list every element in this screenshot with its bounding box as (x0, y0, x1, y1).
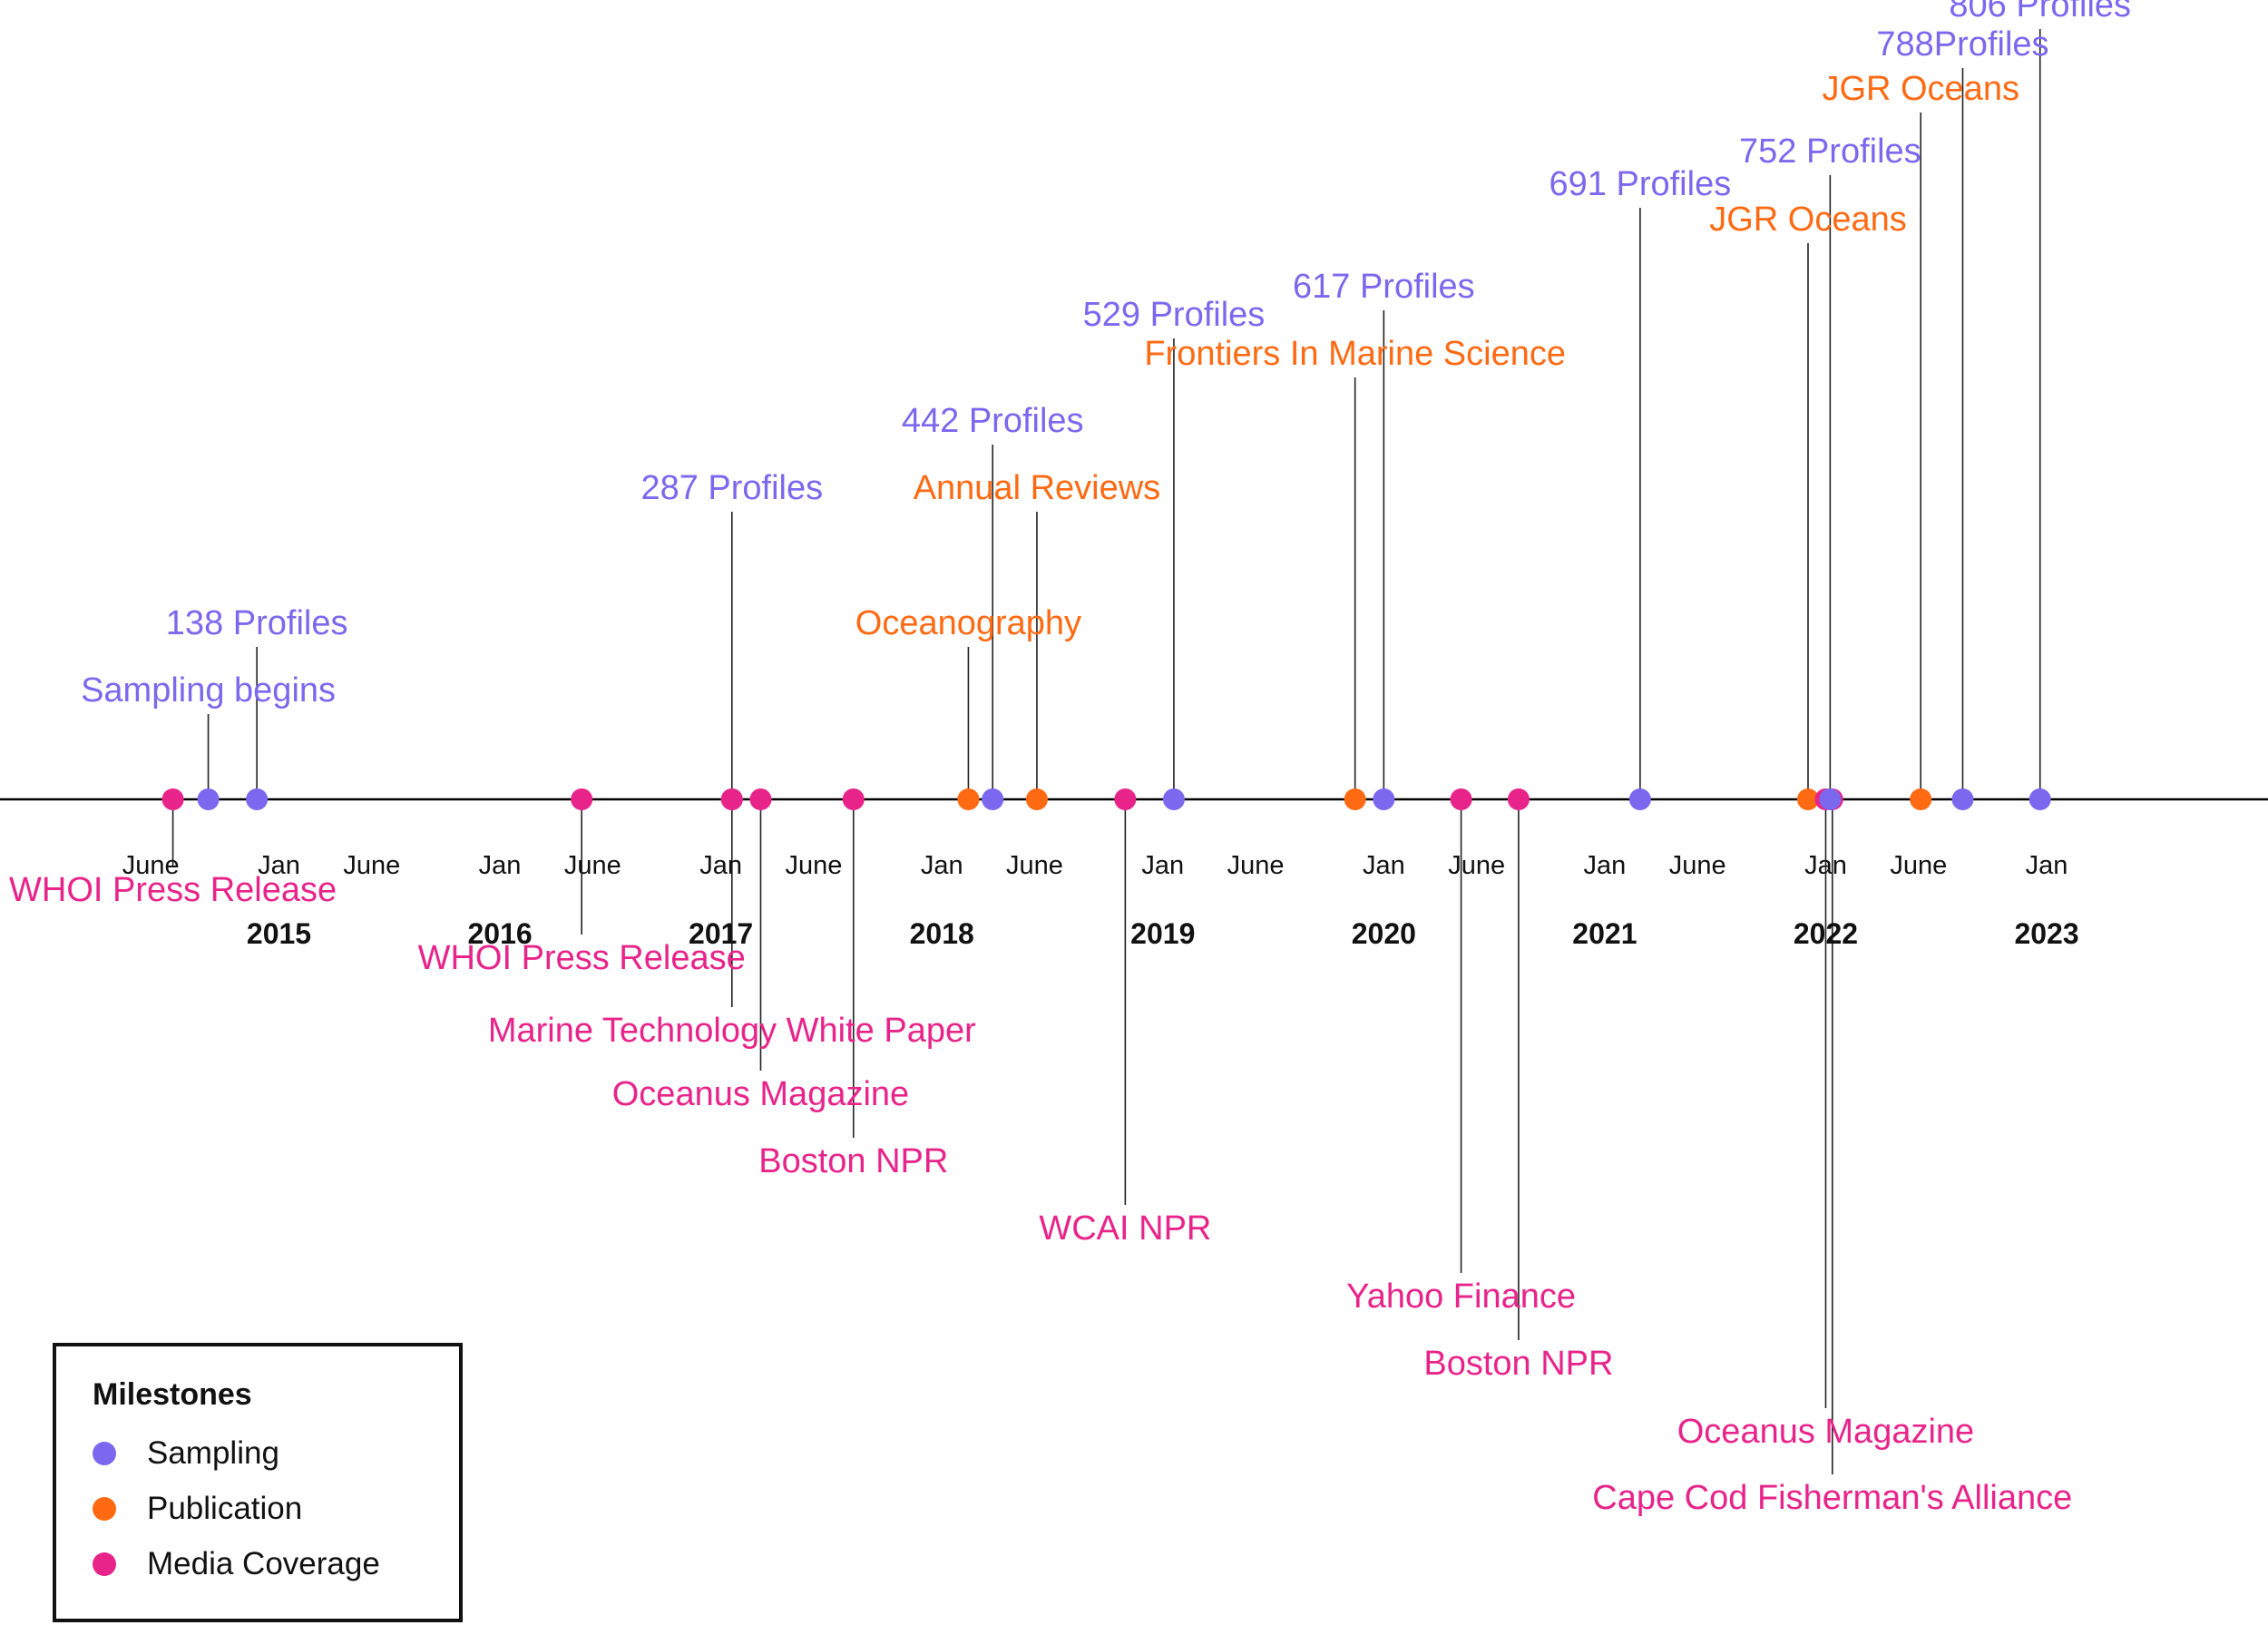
event-marker-publication (1025, 788, 1048, 810)
event-label: 752 Profiles (1739, 132, 1921, 171)
connector-lines (171, 29, 2041, 1474)
event-label: Boston NPR (1423, 1345, 1613, 1383)
axis-labels: June Jan June Jan June Jan June Jan June Jan June J… (122, 851, 2079, 950)
event-marker-media (749, 788, 772, 810)
axis-month-label: June (1669, 851, 1726, 880)
legend-item-media: Media Coverage (93, 1546, 380, 1582)
axis-year-label: 2021 (1572, 917, 1637, 950)
axis-month-label: June (1227, 851, 1285, 880)
event-label: JGR Oceans (1709, 201, 1907, 239)
axis-month-label: Jan (1363, 851, 1405, 880)
event-label: WCAI NPR (1039, 1209, 1211, 1248)
event-label: Sampling begins (81, 671, 336, 710)
axis-year-label: 2017 (689, 917, 753, 950)
event-marker-sampling (1628, 788, 1651, 810)
event-marker-publication (1910, 788, 1932, 810)
event-marker-media (720, 788, 743, 810)
axis-year-label: 2015 (247, 917, 311, 950)
event-marker-media (161, 788, 184, 810)
sampling-dot-icon (93, 1442, 116, 1465)
axis-month-label: June (1890, 851, 1947, 880)
axis-month-label: Jan (1141, 851, 1184, 880)
axis-month-label: June (343, 851, 400, 880)
axis-month-label: June (785, 851, 842, 880)
axis-year-label: 2020 (1352, 917, 1416, 950)
legend-item-sampling: Sampling (93, 1435, 279, 1472)
event-marker-sampling (1162, 788, 1185, 810)
event-marker-media (1114, 788, 1137, 810)
axis-month-label: Jan (921, 851, 963, 880)
event-label: Oceanus Magazine (612, 1075, 909, 1113)
axis-month-label: Jan (699, 851, 742, 880)
event-label: Annual Reviews (914, 469, 1160, 507)
event-label: Marine Technology White Paper (488, 1012, 976, 1050)
publication-dot-icon (93, 1497, 116, 1521)
event-label: 529 Profiles (1083, 296, 1266, 334)
event-label: Oceanus Magazine (1677, 1413, 1974, 1451)
event-marker-media (1507, 788, 1530, 810)
axis-month-label: June (1006, 851, 1063, 880)
axis-month-label: Jan (258, 851, 300, 880)
axis-year-label: 2016 (467, 917, 532, 950)
event-label: JGR Oceans (1822, 70, 2019, 108)
axis-month-label: June (1448, 851, 1505, 880)
event-label: WHOI Press Release (418, 939, 746, 977)
event-marker-sampling (1951, 788, 1974, 810)
axis-month-label: Jan (1584, 851, 1627, 880)
event-marker-media (571, 788, 593, 810)
event-label: 617 Profiles (1293, 268, 1475, 306)
event-label: 442 Profiles (902, 402, 1084, 440)
event-marker-sampling (982, 788, 1004, 810)
legend-label-publication: Publication (147, 1491, 303, 1526)
axis-year-label: 2019 (1130, 917, 1195, 950)
event-label: Boston NPR (758, 1142, 948, 1180)
axis-year-label: 2023 (2014, 917, 2078, 950)
event-marker-sampling (197, 788, 220, 810)
event-marker-publication (957, 788, 980, 810)
event-label: 788Profiles (1876, 25, 2048, 64)
event-label: Yahoo Finance (1346, 1277, 1576, 1316)
event-marker-publication (1796, 788, 1819, 810)
axis-month-label: June (564, 851, 621, 880)
event-label: WHOI Press Release (9, 871, 337, 909)
event-label: 138 Profiles (166, 604, 348, 642)
event-marker-sampling (246, 788, 269, 810)
event-label: 287 Profiles (640, 469, 823, 507)
event-marker-media (1450, 788, 1472, 810)
event-label: 691 Profiles (1549, 165, 1732, 203)
event-marker-sampling (1373, 788, 1395, 810)
event-label: 806 Profiles (1949, 0, 2131, 24)
media-dot-icon (93, 1552, 116, 1576)
legend-label-media: Media Coverage (147, 1546, 380, 1581)
axis-month-label: Jan (1804, 851, 1847, 880)
legend: Milestones Sampling Publication Media Co… (53, 1343, 463, 1622)
event-marker-media (842, 788, 865, 810)
event-label: Frontiers In Marine Science (1144, 335, 1566, 373)
event-labels: Sampling begins 138 Profiles WHOI Press Re… (9, 0, 2131, 1517)
legend-item-publication: Publication (93, 1491, 302, 1527)
axis-month-label: June (122, 851, 180, 880)
axis-year-label: 2022 (1794, 917, 1858, 950)
axis-month-label: Jan (479, 851, 522, 880)
event-marker-sampling (1819, 788, 1842, 810)
event-markers (161, 788, 2051, 810)
axis-month-label: Jan (2026, 851, 2068, 880)
event-label: Cape Cod Fisherman's Alliance (1592, 1479, 2072, 1517)
event-marker-publication (1344, 788, 1366, 810)
axis-year-label: 2018 (910, 917, 974, 950)
event-label: Oceanography (855, 604, 1081, 642)
legend-label-sampling: Sampling (147, 1435, 279, 1471)
event-marker-sampling (2028, 788, 2051, 810)
legend-title: Milestones (93, 1377, 252, 1412)
